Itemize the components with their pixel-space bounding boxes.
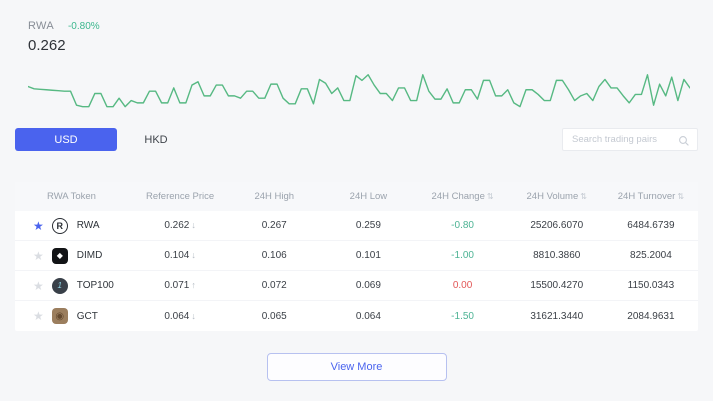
- sort-icon[interactable]: ⇅: [580, 192, 587, 201]
- price-direction-arrow: ↓: [191, 310, 196, 321]
- col-header-24h-high: 24H High: [254, 191, 295, 202]
- price-sparkline: [28, 65, 690, 120]
- tab-hkd[interactable]: HKD: [125, 128, 187, 151]
- search-icon: [678, 134, 690, 146]
- table-header-row: RWA Token Reference Price 24H High 24H L…: [15, 182, 698, 211]
- reference-price-cell: 0.064 ↓: [164, 310, 196, 322]
- change-cell: 0.00: [452, 280, 473, 291]
- low-cell: 0.064: [355, 310, 381, 322]
- current-price: 0.262: [28, 37, 66, 54]
- col-header-reference-price: Reference Price: [146, 191, 215, 202]
- reference-price-cell: 0.104 ↓: [164, 250, 196, 261]
- high-cell: 0.065: [261, 310, 287, 322]
- volume-cell: 31621.3440: [530, 310, 584, 322]
- search-input[interactable]: [563, 134, 697, 145]
- low-cell: 0.259: [355, 220, 381, 231]
- price-direction-arrow: ↓: [191, 250, 196, 260]
- token-name: TOP100: [76, 280, 114, 291]
- view-more-button[interactable]: View More: [266, 353, 447, 381]
- volume-cell: 8810.3860: [533, 250, 581, 261]
- sort-icon[interactable]: ⇅: [486, 192, 494, 201]
- token-name: RWA: [76, 220, 100, 231]
- symbol-label: RWA: [28, 20, 54, 32]
- table-row-dimd[interactable]: ★ ◆ DIMD 0.104 ↓ 0.106 0.101 -1.00 8810.3…: [15, 241, 698, 271]
- turnover-cell: 2084.9631: [627, 310, 675, 322]
- price-direction-arrow: ↑: [191, 280, 196, 290]
- search-box[interactable]: [562, 128, 698, 151]
- favorite-star-icon[interactable]: ★: [33, 278, 44, 293]
- tab-usd[interactable]: USD: [15, 128, 117, 151]
- currency-tabs: USD HKD: [15, 128, 187, 151]
- turnover-cell: 1150.0343: [627, 280, 675, 291]
- reference-price-cell: 0.262 ↓: [164, 220, 196, 231]
- col-header-24h-turnover[interactable]: 24H Turnover ⇅: [617, 191, 685, 202]
- change-percent-badge: -0.80%: [67, 20, 100, 32]
- col-header-24h-change[interactable]: 24H Change ⇅: [431, 191, 494, 202]
- gct-token-icon: ◉: [51, 308, 68, 324]
- sort-icon[interactable]: ⇅: [677, 192, 685, 201]
- col-header-token: RWA Token: [47, 191, 96, 202]
- low-cell: 0.101: [355, 250, 381, 261]
- change-cell: -0.80: [451, 220, 474, 231]
- turnover-cell: 825.2004: [630, 250, 672, 261]
- token-name: DIMD: [76, 250, 103, 261]
- change-cell: -1.00: [451, 250, 474, 261]
- change-cell: -1.50: [451, 310, 474, 322]
- table-row-top100[interactable]: ★ 1 TOP100 0.071 ↑ 0.072 0.069 0.00 15500…: [15, 271, 698, 301]
- sparkline-path: [28, 74, 690, 108]
- token-name: GCT: [76, 310, 98, 322]
- price-summary: RWA -0.80% 0.262: [0, 0, 713, 54]
- turnover-cell: 6484.6739: [627, 220, 675, 231]
- col-header-24h-low: 24H Low: [349, 191, 388, 202]
- col-header-24h-volume[interactable]: 24H Volume ⇅: [526, 191, 587, 202]
- high-cell: 0.072: [261, 280, 287, 291]
- favorite-star-icon[interactable]: ★: [33, 218, 44, 233]
- reference-price-cell: 0.071 ↑: [164, 280, 196, 291]
- toolbar: USD HKD: [15, 128, 698, 151]
- low-cell: 0.069: [355, 280, 381, 291]
- token-table: RWA Token Reference Price 24H High 24H L…: [15, 182, 698, 331]
- price-direction-arrow: ↓: [191, 220, 196, 230]
- dimd-token-icon: ◆: [51, 247, 68, 264]
- table-row-gct[interactable]: ★ ◉ GCT 0.064 ↓ 0.065 0.064 -1.50 31621.3…: [15, 301, 698, 331]
- high-cell: 0.267: [261, 220, 287, 231]
- table-footer: View More: [0, 353, 713, 381]
- volume-cell: 25206.6070: [530, 220, 584, 231]
- favorite-star-icon[interactable]: ★: [33, 248, 44, 263]
- volume-cell: 15500.4270: [530, 280, 584, 291]
- rwa-token-icon: R: [51, 217, 68, 234]
- favorite-star-icon[interactable]: ★: [33, 309, 44, 323]
- top100-token-icon: 1: [51, 277, 68, 294]
- high-cell: 0.106: [261, 250, 287, 261]
- table-row-rwa[interactable]: ★ R RWA 0.262 ↓ 0.267 0.259 -0.80 25206.6…: [15, 211, 698, 241]
- sparkline-svg: [28, 74, 690, 108]
